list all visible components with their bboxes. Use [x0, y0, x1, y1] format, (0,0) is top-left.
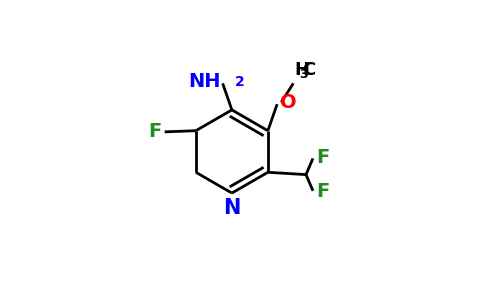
- Text: 2: 2: [235, 75, 245, 89]
- Text: F: F: [317, 182, 330, 201]
- Text: 3: 3: [299, 68, 308, 81]
- Text: C: C: [302, 61, 316, 79]
- Text: NH: NH: [188, 71, 220, 91]
- Text: F: F: [149, 122, 162, 141]
- Text: O: O: [280, 94, 297, 112]
- Text: N: N: [223, 198, 241, 218]
- Text: H: H: [294, 61, 309, 79]
- Text: F: F: [317, 148, 330, 167]
